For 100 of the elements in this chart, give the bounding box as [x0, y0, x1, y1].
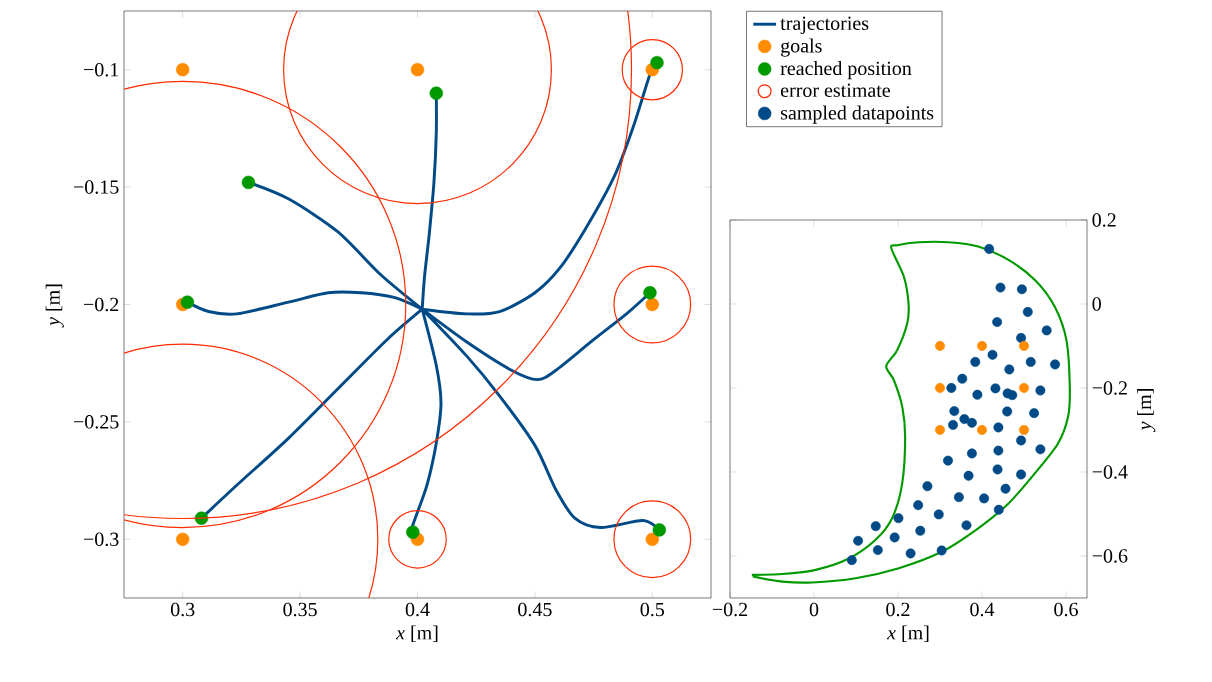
point — [979, 493, 990, 504]
point — [953, 492, 964, 503]
legend-label: error estimate — [780, 83, 890, 98]
point — [1035, 444, 1046, 455]
point — [977, 341, 987, 351]
x-tick-label: 0 — [809, 602, 819, 617]
x-tick-label: −0.2 — [712, 602, 748, 617]
point — [652, 523, 667, 537]
point — [905, 548, 916, 559]
point — [650, 55, 664, 70]
point — [966, 448, 977, 459]
point — [949, 406, 960, 417]
y-tick-label: −0.4 — [1092, 465, 1128, 479]
point — [977, 425, 987, 435]
y-tick-label: −0.25 — [74, 415, 119, 429]
x-tick-label: 0.3 — [170, 602, 195, 617]
x-tick-label: 0.4 — [970, 602, 995, 617]
point — [1050, 359, 1061, 370]
y-tick-label: 0 — [1092, 297, 1101, 311]
point — [846, 555, 857, 566]
point — [948, 420, 958, 430]
point — [972, 389, 983, 400]
point — [993, 422, 1004, 433]
point — [643, 286, 657, 300]
point — [1002, 406, 1013, 417]
point — [406, 525, 420, 539]
point — [959, 414, 970, 424]
point — [1007, 390, 1018, 401]
point — [963, 470, 974, 481]
point — [935, 341, 945, 351]
point — [993, 504, 1004, 515]
point — [1016, 469, 1026, 480]
text: sampled datapoints — [781, 105, 934, 124]
point — [993, 445, 1004, 456]
y-tick-label: 0.2 — [1092, 213, 1116, 227]
legend-label: trajectories — [780, 16, 869, 35]
point — [872, 545, 883, 556]
legend-label: reached position — [780, 61, 912, 80]
point — [1016, 333, 1026, 343]
point — [176, 532, 190, 546]
point — [1016, 435, 1026, 446]
point — [180, 295, 195, 309]
point — [1019, 425, 1029, 435]
point — [1004, 364, 1015, 375]
point — [913, 500, 924, 511]
point — [1022, 307, 1033, 317]
y-axis-title: y [m] — [1137, 389, 1156, 433]
point — [935, 425, 945, 435]
y-tick-label: −0.2 — [84, 297, 119, 312]
point — [1019, 341, 1029, 351]
point — [984, 244, 995, 254]
point — [915, 525, 926, 536]
x-axis-title: x [m] — [395, 625, 438, 642]
x-axis-title: x [m] — [886, 625, 929, 642]
y-tick-label: −0.15 — [74, 180, 119, 194]
y-tick-label: −0.6 — [1092, 549, 1128, 563]
y-tick-label: −0.1 — [84, 62, 119, 77]
point — [889, 532, 900, 543]
point — [992, 464, 1003, 475]
line-series — [750, 240, 1071, 584]
point — [1025, 357, 1036, 367]
point — [933, 509, 944, 520]
point — [966, 417, 977, 428]
point — [990, 383, 1001, 394]
point — [943, 455, 953, 466]
point — [645, 297, 659, 312]
y-tick-label: −0.3 — [84, 532, 119, 547]
point — [429, 86, 443, 100]
point — [935, 383, 945, 393]
point — [936, 545, 947, 556]
point — [961, 520, 972, 531]
x-tick-label: 0.5 — [640, 602, 665, 617]
point — [645, 532, 659, 546]
point — [970, 357, 981, 367]
x-tick-label: 0.4 — [405, 602, 430, 617]
point — [992, 317, 1003, 327]
point — [1029, 408, 1040, 419]
x-tick-label: 0.6 — [1054, 602, 1078, 617]
point — [870, 521, 881, 532]
point — [853, 535, 864, 546]
point — [176, 63, 190, 77]
point — [922, 481, 933, 492]
y-axis-title: y [m] — [45, 284, 64, 328]
point — [1016, 284, 1027, 295]
point — [995, 282, 1006, 293]
x-tick-label: 0.35 — [283, 602, 317, 617]
legend-label: goals — [781, 38, 822, 57]
x-tick-label: 0.2 — [886, 602, 910, 617]
point — [1019, 383, 1029, 393]
point — [957, 373, 968, 384]
point — [1041, 325, 1052, 336]
point — [241, 175, 256, 190]
point — [1000, 483, 1011, 494]
point — [893, 513, 904, 524]
point — [987, 349, 998, 360]
point — [946, 383, 957, 393]
x-tick-label: 0.45 — [518, 602, 552, 617]
point — [410, 63, 425, 77]
point — [1035, 385, 1046, 396]
y-tick-label: −0.2 — [1092, 381, 1127, 395]
